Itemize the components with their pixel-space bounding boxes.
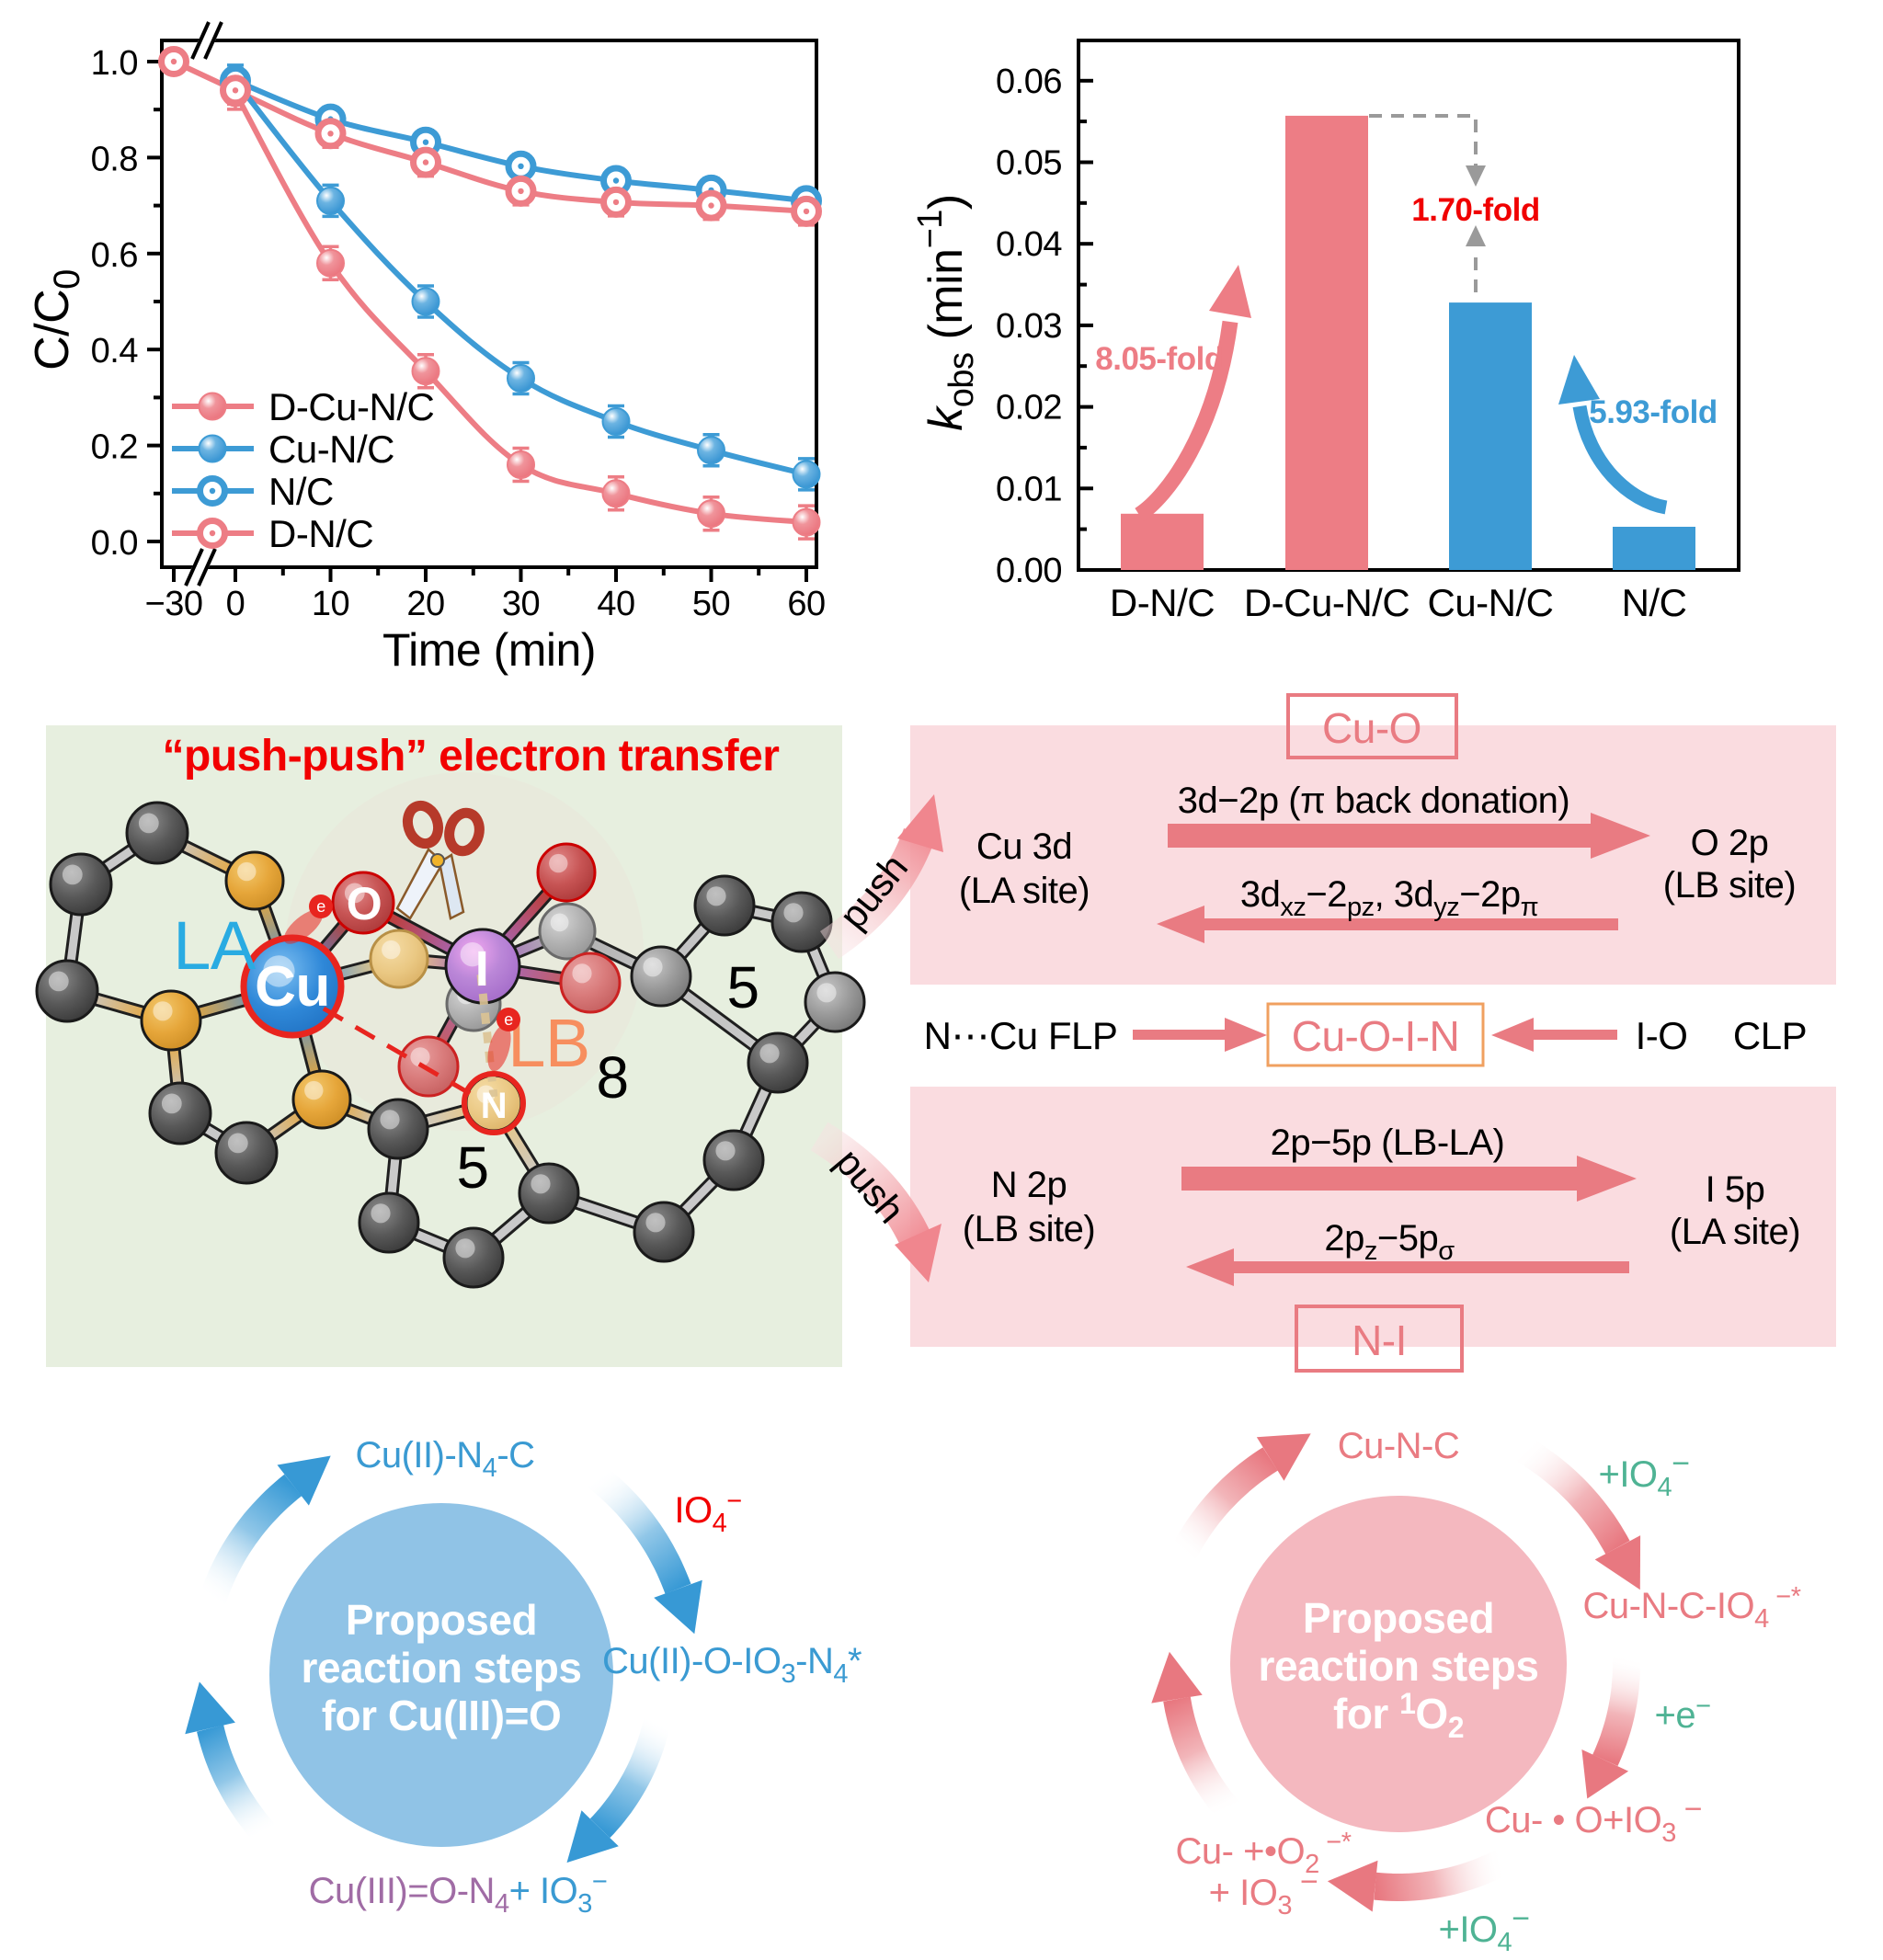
svg-text:Time (min): Time (min) (382, 624, 596, 676)
svg-text:N 2p: N 2p (991, 1165, 1067, 1205)
svg-text:N/C: N/C (1622, 581, 1687, 624)
svg-text:(LB site): (LB site) (1663, 865, 1796, 906)
svg-text:0.02: 0.02 (996, 389, 1062, 427)
svg-text:Cu 3d: Cu 3d (976, 826, 1072, 867)
svg-text:Cu- +•O2 −*: Cu- +•O2 −* (1176, 1828, 1352, 1879)
svg-text:Cu-N-C: Cu-N-C (1338, 1426, 1460, 1466)
svg-text:e: e (504, 1010, 513, 1029)
svg-text:(LA site): (LA site) (959, 871, 1090, 911)
svg-text:Cu(III)=O-N4+ IO3−: Cu(III)=O-N4+ IO3− (309, 1867, 608, 1919)
svg-text:60: 60 (787, 585, 825, 623)
svg-text:0.2: 0.2 (91, 428, 138, 467)
svg-text:3d−2p (π back donation): 3d−2p (π back donation) (1178, 781, 1569, 821)
svg-text:2p−5p (LB-LA): 2p−5p (LB-LA) (1271, 1122, 1505, 1163)
svg-text:0.00: 0.00 (996, 552, 1062, 590)
svg-text:1.70-fold: 1.70-fold (1411, 192, 1539, 228)
svg-text:Cu: Cu (255, 955, 330, 1019)
svg-text:5: 5 (456, 1134, 488, 1201)
svg-text:1.0: 1.0 (91, 44, 138, 83)
svg-text:LA: LA (173, 907, 257, 984)
svg-text:0.06: 0.06 (996, 63, 1062, 101)
svg-text:(LB site): (LB site) (963, 1209, 1095, 1249)
svg-text:I: I (475, 941, 489, 997)
svg-text:10: 10 (312, 585, 349, 623)
svg-text:for 1O2: for 1O2 (1333, 1687, 1464, 1744)
svg-text:Proposed: Proposed (346, 1596, 537, 1644)
svg-text:0.4: 0.4 (91, 332, 139, 370)
svg-text:50: 50 (692, 585, 730, 623)
svg-text:0.8: 0.8 (91, 140, 138, 178)
svg-text:8: 8 (596, 1044, 628, 1111)
svg-text:0: 0 (226, 585, 245, 623)
svg-text:Cu-N-C-IO4 −*: Cu-N-C-IO4 −* (1582, 1582, 1800, 1634)
svg-text:Cu(II)-O-IO3-N4*: Cu(II)-O-IO3-N4* (602, 1641, 862, 1689)
svg-text:Cu-O: Cu-O (1322, 704, 1421, 752)
svg-text:Cu(II)-N4-C: Cu(II)-N4-C (355, 1435, 534, 1483)
svg-text:(LA site): (LA site) (1670, 1212, 1800, 1252)
svg-text:−30: −30 (145, 585, 203, 623)
svg-text:0.03: 0.03 (996, 307, 1062, 346)
svg-text:0.04: 0.04 (996, 225, 1062, 264)
svg-text:40: 40 (597, 585, 634, 623)
svg-text:LB: LB (508, 1005, 590, 1081)
svg-text:O: O (347, 878, 382, 929)
svg-text:kobs (min−1): kobs (min−1) (911, 194, 981, 431)
svg-text:8.05-fold: 8.05-fold (1095, 341, 1223, 377)
svg-text:I 5p: I 5p (1706, 1169, 1765, 1210)
svg-text:CLP: CLP (1733, 1014, 1807, 1057)
svg-text:20: 20 (406, 585, 444, 623)
svg-text:5.93-fold: 5.93-fold (1589, 394, 1717, 430)
svg-text:N⋯Cu FLP: N⋯Cu FLP (924, 1014, 1118, 1057)
svg-text:e: e (316, 897, 325, 916)
svg-text:I-O: I-O (1636, 1014, 1688, 1057)
svg-text:N/C: N/C (268, 470, 334, 513)
svg-text:D-Cu-N/C: D-Cu-N/C (268, 385, 434, 428)
svg-text:30: 30 (502, 585, 540, 623)
svg-text:O 2p: O 2p (1691, 823, 1769, 863)
svg-text:5: 5 (726, 954, 759, 1020)
svg-text:N: N (481, 1086, 507, 1126)
svg-text:2pz−5pσ: 2pz−5pσ (1324, 1218, 1455, 1266)
svg-text:D-Cu-N/C: D-Cu-N/C (1244, 581, 1409, 624)
svg-text:Proposed: Proposed (1303, 1594, 1494, 1642)
svg-text:for Cu(III)=O: for Cu(III)=O (322, 1692, 562, 1739)
svg-text:D-N/C: D-N/C (1110, 581, 1215, 624)
svg-text:reaction steps: reaction steps (1259, 1642, 1539, 1690)
svg-text:0.01: 0.01 (996, 470, 1062, 508)
svg-text:Cu-N/C: Cu-N/C (268, 427, 394, 471)
svg-text:0.6: 0.6 (91, 236, 138, 275)
svg-text:0.05: 0.05 (996, 144, 1062, 183)
svg-text:Cu-N/C: Cu-N/C (1427, 581, 1553, 624)
svg-text:Cu-O-I-N: Cu-O-I-N (1292, 1012, 1460, 1060)
svg-text:reaction steps: reaction steps (302, 1644, 582, 1692)
svg-text:N-I: N-I (1352, 1316, 1407, 1364)
svg-text:0.0: 0.0 (91, 524, 138, 563)
svg-text:D-N/C: D-N/C (268, 512, 373, 555)
